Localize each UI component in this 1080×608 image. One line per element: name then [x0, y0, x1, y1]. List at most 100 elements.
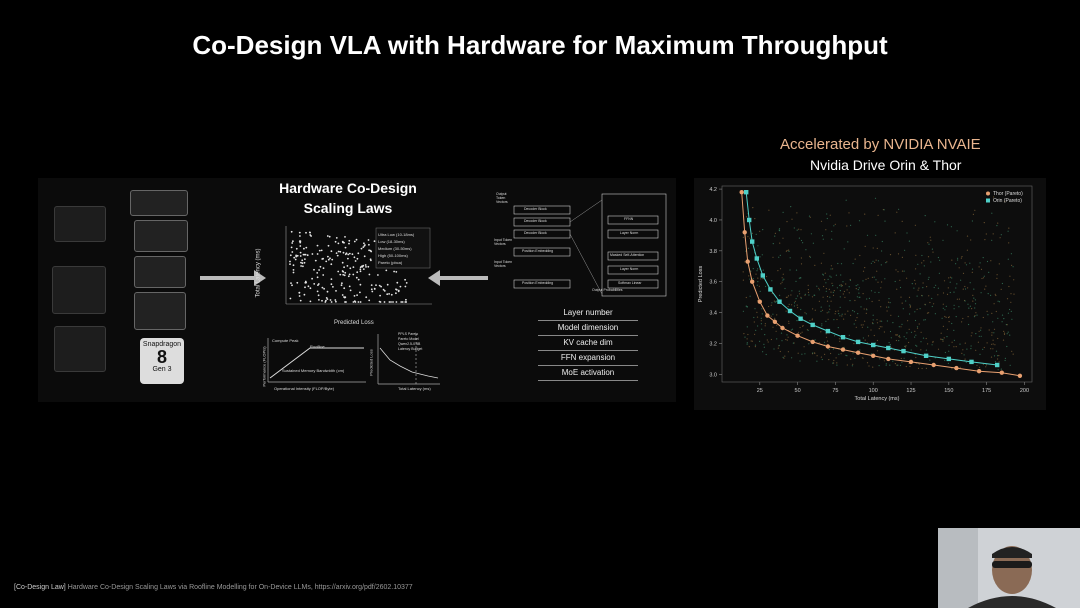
candidate-point [839, 290, 841, 292]
candidate-point [845, 354, 847, 356]
candidate-point [791, 304, 793, 306]
candidate-point [829, 296, 831, 298]
design-knob-list: Layer number Model dimension KV cache di… [538, 306, 638, 381]
y-axis-label: Predicted Loss [698, 266, 704, 303]
candidate-point [921, 367, 923, 370]
mini-scatter-point [392, 301, 394, 303]
mini-scatter-point [329, 299, 332, 301]
mini-scatter-point [291, 242, 294, 244]
candidate-point [992, 196, 995, 198]
candidate-point [833, 362, 835, 364]
candidate-point [766, 275, 768, 278]
candidate-point [829, 214, 831, 216]
candidate-point [770, 304, 772, 306]
candidate-point [791, 290, 793, 292]
candidate-point [859, 349, 861, 351]
candidate-point [872, 314, 874, 316]
candidate-point [747, 236, 749, 238]
candidate-point [995, 350, 998, 352]
candidate-point [973, 297, 975, 299]
candidate-point [804, 293, 806, 295]
candidate-point [991, 312, 993, 314]
candidate-point [842, 293, 844, 295]
candidate-point [975, 312, 977, 314]
candidate-point [916, 327, 919, 329]
candidate-point [828, 359, 830, 361]
candidate-point [908, 240, 910, 242]
candidate-point [826, 300, 829, 302]
orin-pareto-point [787, 308, 793, 314]
candidate-point [818, 300, 820, 302]
candidate-point [786, 296, 788, 298]
mini-scatter-point [390, 301, 392, 303]
mini-scatter-point [363, 242, 365, 245]
mini-scatter-point [304, 280, 307, 283]
candidate-point [801, 331, 803, 333]
module-board-image [134, 292, 186, 330]
y-tick-label: 3.0 [709, 372, 717, 378]
candidate-point [834, 313, 836, 315]
design-knob-item: Layer number [538, 306, 638, 321]
candidate-point [760, 320, 762, 322]
candidate-point [788, 303, 790, 305]
candidate-point [878, 365, 880, 367]
candidate-point [779, 350, 781, 353]
candidate-point [742, 271, 744, 273]
candidate-point [750, 340, 752, 342]
mini-scatter-point [330, 301, 333, 303]
candidate-point [805, 249, 807, 251]
candidate-point [918, 287, 920, 289]
candidate-point [846, 289, 848, 291]
y-tick-label: 3.4 [709, 311, 717, 317]
candidate-point [753, 316, 755, 319]
candidate-point [1011, 318, 1013, 320]
mini-scatter-point [388, 293, 390, 295]
mini-scatter-point [307, 285, 310, 288]
mini-scatter-point [348, 242, 350, 245]
candidate-point [809, 255, 811, 257]
candidate-point [758, 285, 760, 287]
candidate-point [792, 342, 794, 344]
thor-pareto-point [825, 344, 831, 349]
candidate-point [776, 324, 778, 326]
candidate-point [824, 353, 826, 355]
candidate-point [986, 342, 988, 344]
mini-scatter-point [342, 251, 345, 254]
candidate-point [974, 299, 976, 301]
candidate-point [933, 303, 935, 305]
candidate-point [895, 334, 897, 336]
candidate-point [862, 324, 864, 326]
candidate-point [855, 288, 857, 290]
candidate-point [924, 303, 926, 305]
pareto-chart-svg: 25 50 75 100 125 150 175 200 3.0 3.2 3.4 3.6 3.8 4.0 4… [698, 185, 1033, 402]
mini-scatter-point [395, 271, 398, 273]
candidate-point [778, 229, 780, 231]
candidate-point [876, 339, 878, 342]
candidate-point [800, 332, 802, 334]
candidate-point [754, 333, 756, 335]
mini-scatter-point [292, 264, 295, 267]
candidate-point [883, 360, 885, 362]
candidate-point [809, 216, 811, 218]
mini-scatter-point [370, 250, 373, 253]
thor-pareto-point [999, 370, 1004, 375]
candidate-point [861, 326, 863, 328]
candidate-point [1000, 234, 1002, 236]
candidate-point [754, 218, 756, 220]
candidate-point [933, 286, 935, 289]
candidate-point [772, 243, 774, 245]
candidate-point [913, 287, 915, 289]
candidate-point [864, 320, 866, 322]
candidate-point [971, 271, 973, 273]
candidate-point [916, 308, 918, 310]
candidate-point [885, 363, 887, 365]
candidate-point [812, 308, 814, 310]
mini-scatter-point [377, 274, 379, 276]
mini-scatter-point [299, 245, 302, 247]
candidate-point [969, 282, 971, 284]
candidate-point [994, 361, 997, 363]
candidate-point [919, 273, 921, 275]
candidate-point [997, 369, 999, 371]
candidate-point [997, 222, 999, 224]
candidate-point [801, 353, 803, 355]
